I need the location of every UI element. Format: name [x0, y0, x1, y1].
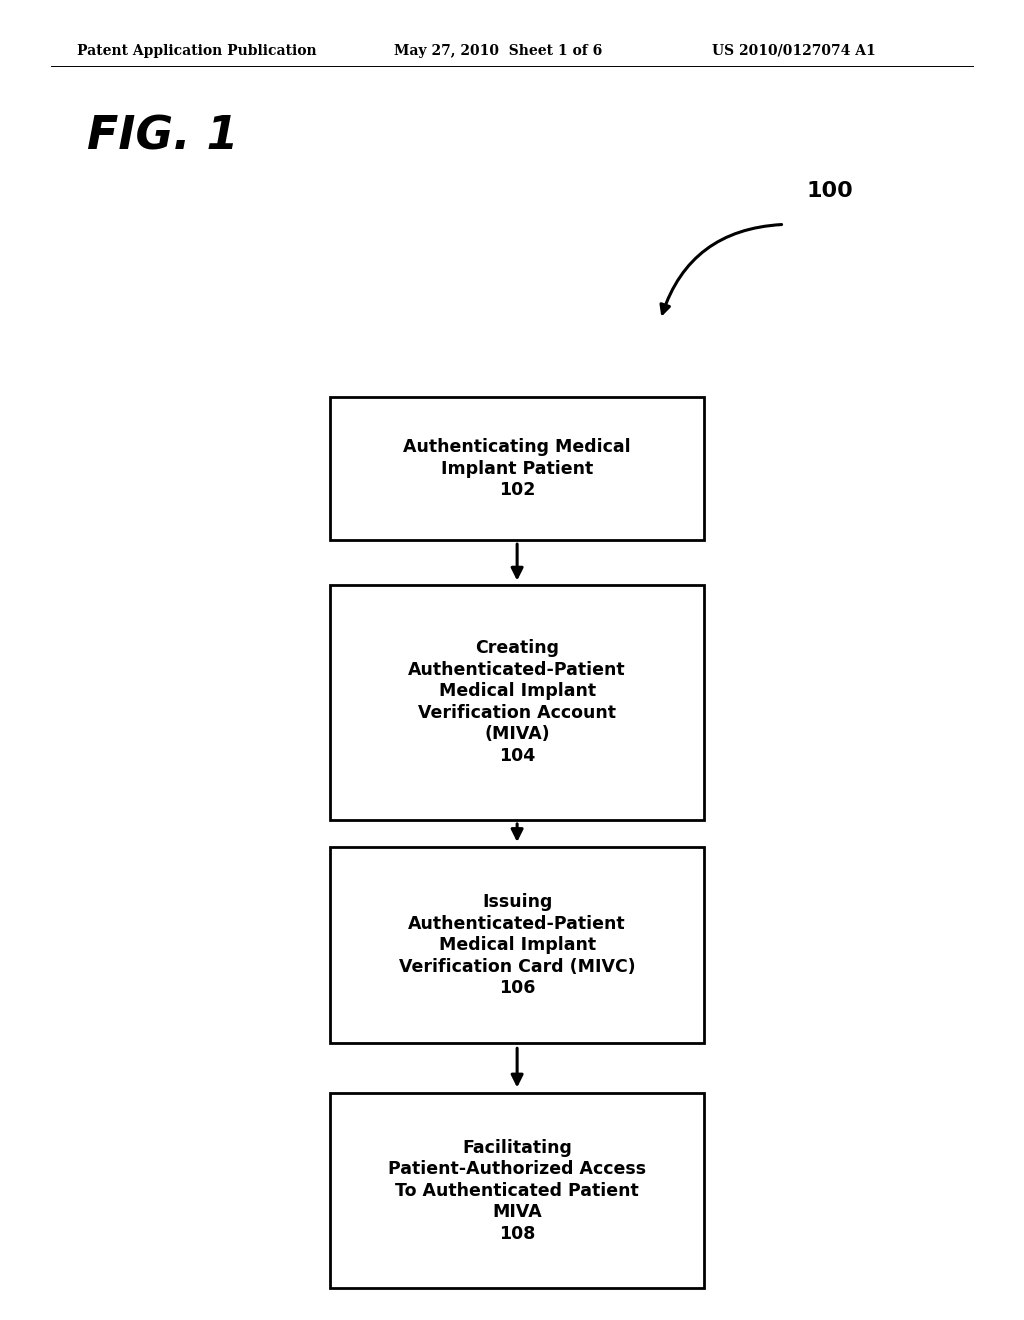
Text: Issuing
Authenticated-Patient
Medical Implant
Verification Card (MIVC)
106: Issuing Authenticated-Patient Medical Im… — [398, 894, 636, 997]
Text: May 27, 2010  Sheet 1 of 6: May 27, 2010 Sheet 1 of 6 — [394, 44, 602, 58]
Text: Patent Application Publication: Patent Application Publication — [77, 44, 316, 58]
Text: 100: 100 — [807, 181, 854, 201]
Bar — [330, 1093, 705, 1288]
Bar — [330, 847, 705, 1043]
Text: Authenticating Medical
Implant Patient
102: Authenticating Medical Implant Patient 1… — [403, 438, 631, 499]
Bar — [330, 397, 705, 540]
Text: Creating
Authenticated-Patient
Medical Implant
Verification Account
(MIVA)
104: Creating Authenticated-Patient Medical I… — [409, 639, 626, 766]
Text: US 2010/0127074 A1: US 2010/0127074 A1 — [712, 44, 876, 58]
Text: FIG. 1: FIG. 1 — [87, 115, 239, 160]
Text: Facilitating
Patient-Authorized Access
To Authenticated Patient
MIVA
108: Facilitating Patient-Authorized Access T… — [388, 1139, 646, 1242]
Bar — [330, 585, 705, 820]
